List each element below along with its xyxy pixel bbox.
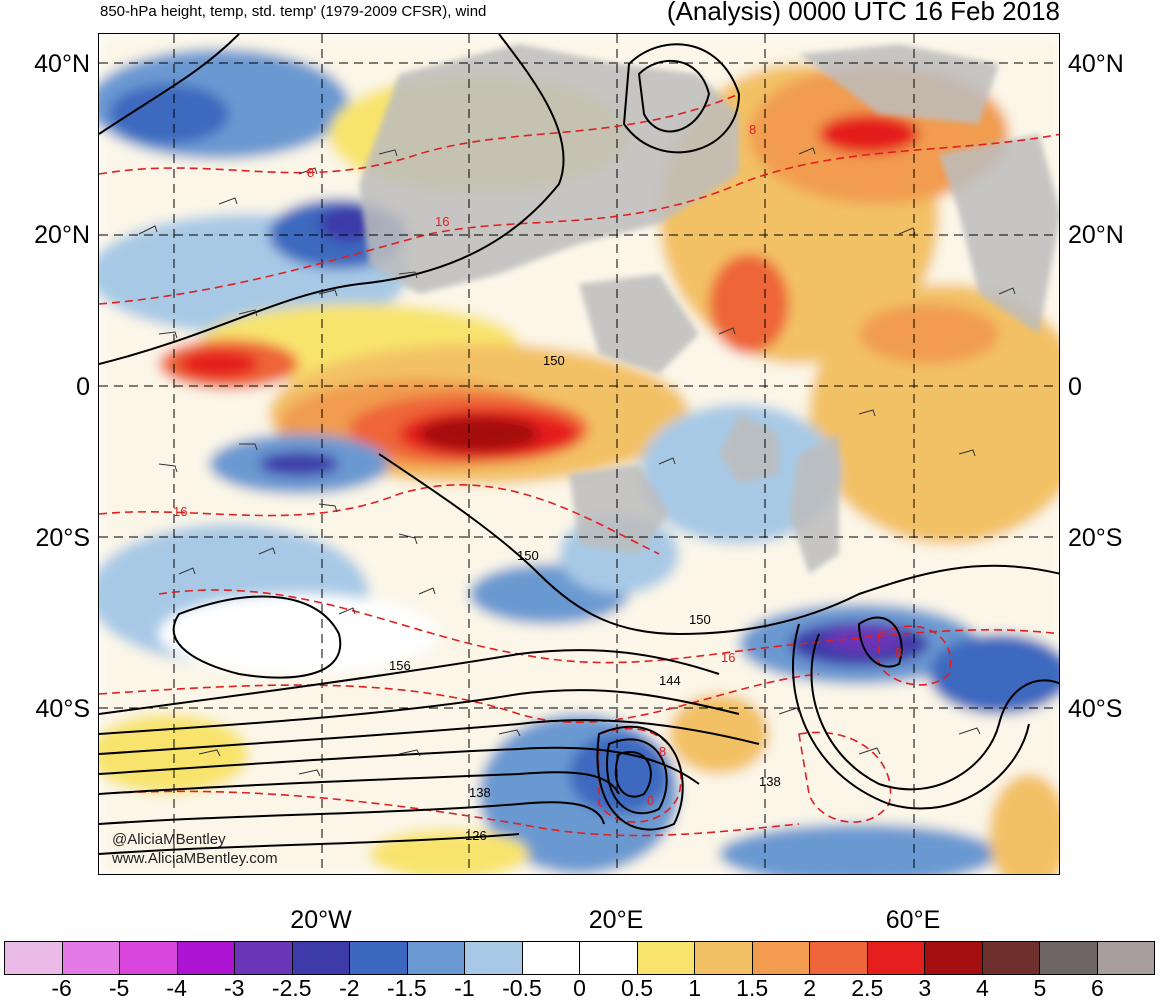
temperature-label: 8 xyxy=(307,165,314,180)
colorbar-tick-label: 5 xyxy=(1033,975,1047,1001)
colorbar-swatch xyxy=(867,942,925,974)
lat-label-right: 40°S xyxy=(1068,695,1123,723)
temperature-label: 8 xyxy=(749,122,756,137)
colorbar-swatch xyxy=(637,942,695,974)
colorbar-tick-label: -2.5 xyxy=(271,975,312,1001)
colorbar-swatch xyxy=(982,942,1040,974)
colorbar-swatch xyxy=(62,942,120,974)
colorbar-tick-label: 4 xyxy=(975,975,989,1001)
credit-twitter: @AliciaMBentley xyxy=(112,831,226,848)
colorbar-tick-label: 1 xyxy=(688,975,701,1001)
temperature-label: 16 xyxy=(173,504,187,519)
colorbar-tick-label: 6 xyxy=(1091,975,1104,1001)
colorbar-swatch xyxy=(465,942,523,974)
height-label: 156 xyxy=(389,658,411,673)
height-label: 150 xyxy=(517,548,539,563)
colorbar-tick-label: -1 xyxy=(454,975,475,1001)
colorbar-tick-label: 0.5 xyxy=(621,975,654,1001)
colorbar-swatch xyxy=(177,942,235,974)
colorbar-swatch xyxy=(522,942,580,974)
temperature-label: 0 xyxy=(647,793,654,808)
colorbar-tick-label: 3 xyxy=(918,975,932,1001)
wind-barbs xyxy=(138,147,1016,777)
temperature-label: 16 xyxy=(435,214,449,229)
colorbar-tick-label: -6 xyxy=(51,975,72,1001)
height-label: 144 xyxy=(659,673,681,688)
credit-website: www.AliciaMBentley.com xyxy=(112,850,278,867)
colorbar-swatch xyxy=(235,942,293,974)
colorbar-swatch xyxy=(1097,942,1154,974)
colorbar-tick-label: -1.5 xyxy=(387,975,427,1001)
colorbar-tick-label: -2 xyxy=(339,975,360,1001)
map-panel: 150 150 150 156 144 138 138 126 8 16 16 … xyxy=(98,33,1060,875)
height-label: 138 xyxy=(469,785,491,800)
colorbar-swatch xyxy=(292,942,350,974)
anomaly-colorbar xyxy=(4,941,1155,975)
contour-labels: 150 150 150 156 144 138 138 126 8 16 16 … xyxy=(173,122,902,843)
temperature-label: 16 xyxy=(721,650,735,665)
colorbar-tick-label: 1.5 xyxy=(736,975,769,1001)
map-subtitle: 850-hPa height, temp, std. temp' (1979-2… xyxy=(100,3,487,20)
lon-label: 60°E xyxy=(885,906,941,934)
lon-label: 20°E xyxy=(588,906,644,934)
colorbar-swatch xyxy=(120,942,178,974)
lat-label-right: 20°N xyxy=(1068,221,1124,249)
colorbar-tick-label: 0 xyxy=(573,975,586,1001)
lat-label-left: 20°N xyxy=(34,221,90,249)
lat-label-right: 0 xyxy=(1068,373,1082,401)
lat-label-left: 40°S xyxy=(35,695,90,723)
colorbar-tick-label: 2.5 xyxy=(851,975,884,1001)
lat-label-left: 40°N xyxy=(34,50,90,78)
lat-label-right: 20°S xyxy=(1068,524,1123,552)
colorbar-tick-label: -4 xyxy=(166,975,187,1001)
height-contours xyxy=(99,34,1059,855)
height-label: 138 xyxy=(759,774,781,789)
colorbar-swatch xyxy=(810,942,868,974)
height-label: 150 xyxy=(543,353,565,368)
colorbar-swatch xyxy=(5,942,63,974)
weather-map: 150 150 150 156 144 138 138 126 8 16 16 … xyxy=(99,34,1059,874)
lon-label: 20°W xyxy=(290,906,352,934)
analysis-time-title: (Analysis) 0000 UTC 16 Feb 2018 xyxy=(666,0,1060,26)
colorbar-labels: -6 -5 -4 -3 -2.5 -2 -1.5 -1 -0.5 0 0.5 1 1.5 2 2.5 3 4 5 6 xyxy=(4,975,1155,1001)
lat-label-left: 0 xyxy=(76,373,90,401)
colorbar-tick-label: -3 xyxy=(223,975,245,1001)
colorbar-swatch xyxy=(580,942,638,974)
colorbar-tick-label: -0.5 xyxy=(502,975,542,1001)
colorbar-swatch xyxy=(695,942,753,974)
lat-label-right: 40°N xyxy=(1068,50,1124,78)
colorbar-tick-label: -5 xyxy=(108,975,130,1001)
height-label: 126 xyxy=(465,828,487,843)
temperature-label: 8 xyxy=(659,744,666,759)
lat-label-left: 20°S xyxy=(35,524,90,552)
colorbar-swatch xyxy=(407,942,465,974)
temperature-label: 8 xyxy=(895,645,902,660)
colorbar-swatch xyxy=(350,942,408,974)
colorbar-swatch xyxy=(752,942,810,974)
colorbar-swatch xyxy=(925,942,983,974)
colorbar-swatch xyxy=(1040,942,1098,974)
colorbar-tick-label: 2 xyxy=(803,975,817,1001)
height-label: 150 xyxy=(689,612,711,627)
